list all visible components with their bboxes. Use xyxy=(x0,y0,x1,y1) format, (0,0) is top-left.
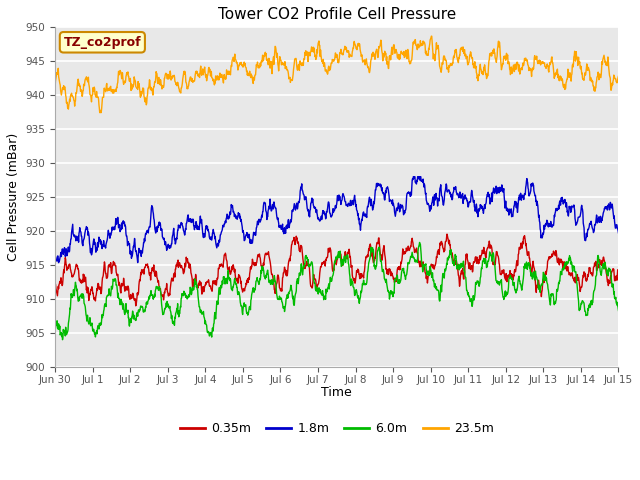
Text: TZ_co2prof: TZ_co2prof xyxy=(63,36,141,49)
Legend: 0.35m, 1.8m, 6.0m, 23.5m: 0.35m, 1.8m, 6.0m, 23.5m xyxy=(175,418,499,440)
Title: Tower CO2 Profile Cell Pressure: Tower CO2 Profile Cell Pressure xyxy=(218,7,456,22)
X-axis label: Time: Time xyxy=(321,386,352,399)
Y-axis label: Cell Pressure (mBar): Cell Pressure (mBar) xyxy=(7,133,20,261)
